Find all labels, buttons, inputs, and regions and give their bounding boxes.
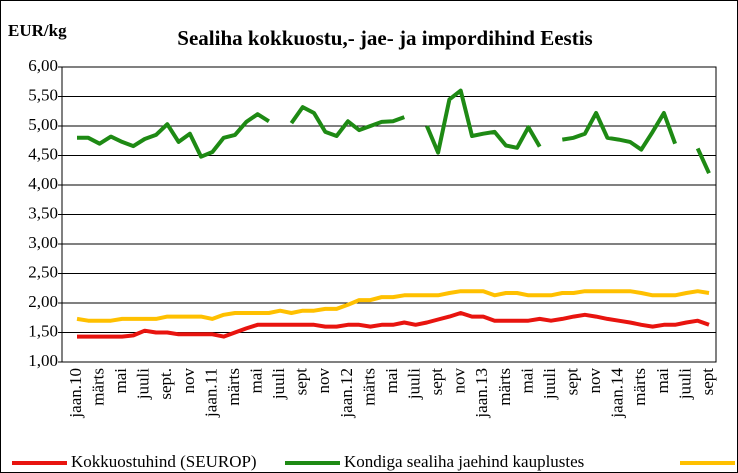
x-tick-label: sept <box>698 368 717 396</box>
x-tick-label: juuli <box>134 368 153 400</box>
x-tick-label: mai <box>111 368 130 394</box>
y-tick-label: 5,50 <box>28 85 58 104</box>
x-tick-label: jaan.11 <box>201 368 220 418</box>
x-tick-label: juuli <box>404 368 423 400</box>
x-tick-label: mai <box>517 368 536 394</box>
x-tick-label: jaan.14 <box>608 368 627 419</box>
x-tick-label: sept <box>292 368 311 396</box>
series-line <box>76 289 710 323</box>
x-tick-label: mai <box>382 368 401 394</box>
x-tick-label: jaan.13 <box>472 368 491 419</box>
x-tick-label: juuli <box>540 368 559 400</box>
x-tick-label: märts <box>495 368 514 406</box>
x-tick-label: jaan.12 <box>337 368 356 419</box>
x-tick-label: sept <box>562 368 581 396</box>
x-tick-label: mai <box>246 368 265 394</box>
x-tick-label: nov <box>179 368 198 394</box>
y-tick-label: 4,50 <box>28 144 58 163</box>
y-tick-label: 2,50 <box>28 262 58 281</box>
x-tick-label: märts <box>224 368 243 406</box>
x-tick-label: nov <box>314 368 333 394</box>
y-tick-label: 3,00 <box>28 233 58 252</box>
x-tick-label: jaan.10 <box>66 368 85 419</box>
x-tick-label: juuli <box>269 368 288 400</box>
x-tick-label: sept. <box>156 368 175 400</box>
x-tick-label: juuli <box>675 368 694 400</box>
x-tick-label: sept <box>427 368 446 396</box>
y-tick-label: 1,50 <box>28 321 58 340</box>
y-tick-label: 1,00 <box>28 351 58 370</box>
y-tick-label: 4,00 <box>28 174 58 193</box>
y-tick-label: 2,00 <box>28 292 58 311</box>
y-tick-label: 6,00 <box>28 56 58 75</box>
y-tick-label: 5,00 <box>28 115 58 134</box>
x-tick-label: märts <box>630 368 649 406</box>
x-tick-label: märts <box>88 368 107 406</box>
y-tick-label: 3,50 <box>28 203 58 222</box>
series-line <box>77 311 710 339</box>
legend-label: Kondiga sealiha jaehind kauplustes <box>344 452 584 471</box>
x-tick-label: mai <box>653 368 672 394</box>
x-tick-label: märts <box>359 368 378 406</box>
series-line <box>77 88 711 175</box>
y-axis-label: EUR/kg <box>8 21 67 40</box>
x-tick-label: nov <box>585 368 604 394</box>
legend-label: Kokkuostuhind (SEUROP) <box>71 452 257 471</box>
chart-title: Sealiha kokkuostu,- jae- ja impordihind … <box>177 26 592 50</box>
x-tick-label: nov <box>450 368 469 394</box>
